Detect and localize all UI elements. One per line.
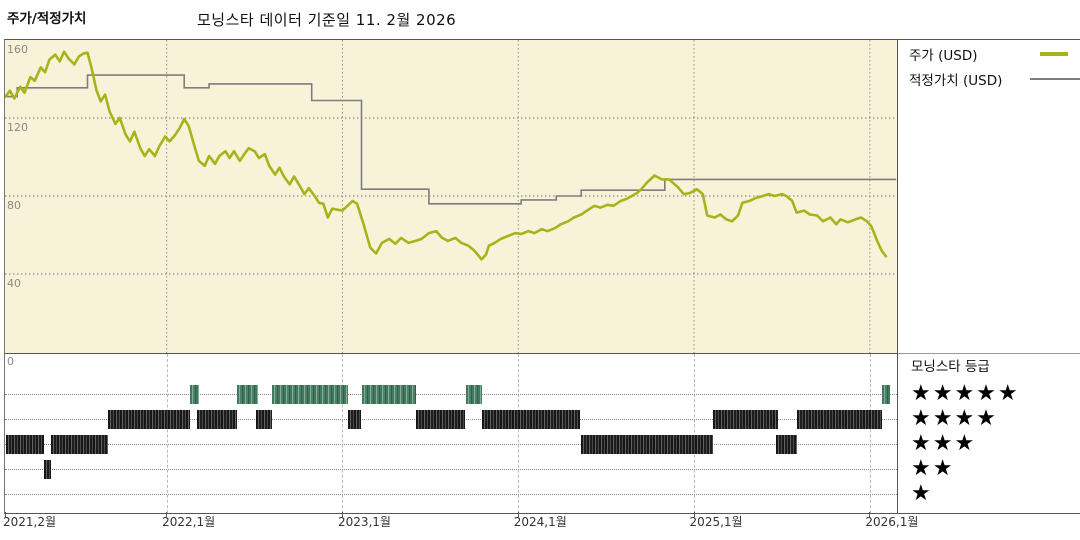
rating-bar-4-stars [796,409,882,429]
rating-star-key: ★★★★★ ★★★★ ★★★ ★★ ★ [911,381,1020,506]
rating-bar-4-stars [197,409,237,429]
x-axis-tick [869,512,871,517]
rating-row-line-3-stars [5,444,897,445]
x-axis-tick [517,512,519,517]
fair-value-line-swatch [1030,78,1080,80]
legend-fair-value-label: 적정가치 (USD) [909,73,1003,89]
rating-bar-5-stars [361,384,416,404]
rating-bar-2-stars [43,459,51,479]
rating-bar-3-stars [581,434,713,454]
rating-bar-5-stars [237,384,258,404]
x-axis-tick [166,512,168,517]
rating-stars-2: ★★ [911,456,955,481]
chart-frame: 주가 (USD) 적정가치 (USD) 모닝스타 등급 ★★★★★ ★★★★ ★★★… [4,39,1080,514]
rating-row-line-1-stars [5,494,897,495]
fair-value-line [5,74,897,205]
legend-row-price: 주가 (USD) [898,41,1080,66]
legend-row-fair-value: 적정가치 (USD) [898,66,1080,91]
rating-stars-5: ★★★★★ [911,381,1020,406]
rating-year-gridline [694,354,696,513]
chart-subtitle: 모닝스타 데이터 기준일 11. 2월 2026 [197,11,457,29]
rating-row-line-5-stars [5,394,897,395]
y-axis-label-160: 160 [7,43,28,56]
rating-bar-5-stars [465,384,482,404]
rating-bar-4-stars [108,409,190,429]
x-axis-label: 2022,1월 [162,515,216,529]
legend: 주가 (USD) 적정가치 (USD) [898,41,1080,91]
rating-year-gridline [518,354,520,513]
rating-timeline-area [5,354,897,513]
x-axis-tick [5,512,6,517]
y-axis-label-120: 120 [7,121,28,134]
rating-legend-title: 모닝스타 등급 [911,359,990,375]
side-panel: 주가 (USD) 적정가치 (USD) 모닝스타 등급 ★★★★★ ★★★★ ★★★… [897,40,1080,513]
rating-stars-1: ★ [911,481,933,506]
rating-bar-5-stars [881,384,891,404]
x-axis-label: 2026,1월 [865,515,919,529]
rating-bar-3-stars [776,434,797,454]
x-axis-label: 2025,1월 [689,515,743,529]
rating-bar-4-stars [348,409,362,429]
x-axis-label: 2021,2월 [3,515,57,529]
y-axis-label-40: 40 [7,277,21,290]
y-axis-label-80: 80 [7,199,21,212]
rating-bar-4-stars [415,409,466,429]
price-plot-area [5,40,897,354]
panel-divider [898,353,1080,354]
legend-price-label: 주가 (USD) [909,48,978,64]
rating-bar-5-stars [190,384,199,404]
price-line [5,50,888,261]
price-line-swatch [1040,52,1068,56]
rating-year-gridline [166,354,168,513]
rating-bar-3-stars [50,434,108,454]
rating-bar-5-stars [272,384,349,404]
x-axis-label: 2023,1월 [337,515,391,529]
x-axis-tick [693,512,695,517]
x-axis-tick [341,512,343,517]
y-axis-label-0: 0 [7,355,14,368]
rating-bar-4-stars [713,409,778,429]
rating-stars-3: ★★★ [911,431,977,456]
rating-year-gridline [342,354,344,513]
rating-bar-4-stars [481,409,580,429]
page-title: 주가/적정가치 [7,11,87,27]
rating-stars-4: ★★★★ [911,406,998,431]
rating-bar-3-stars [5,434,44,454]
rating-row-line-2-stars [5,469,897,470]
rating-bar-4-stars [256,409,273,429]
x-axis-label: 2024,1월 [513,515,567,529]
price-chart-svg [5,40,897,353]
rating-year-gridline [869,354,871,513]
